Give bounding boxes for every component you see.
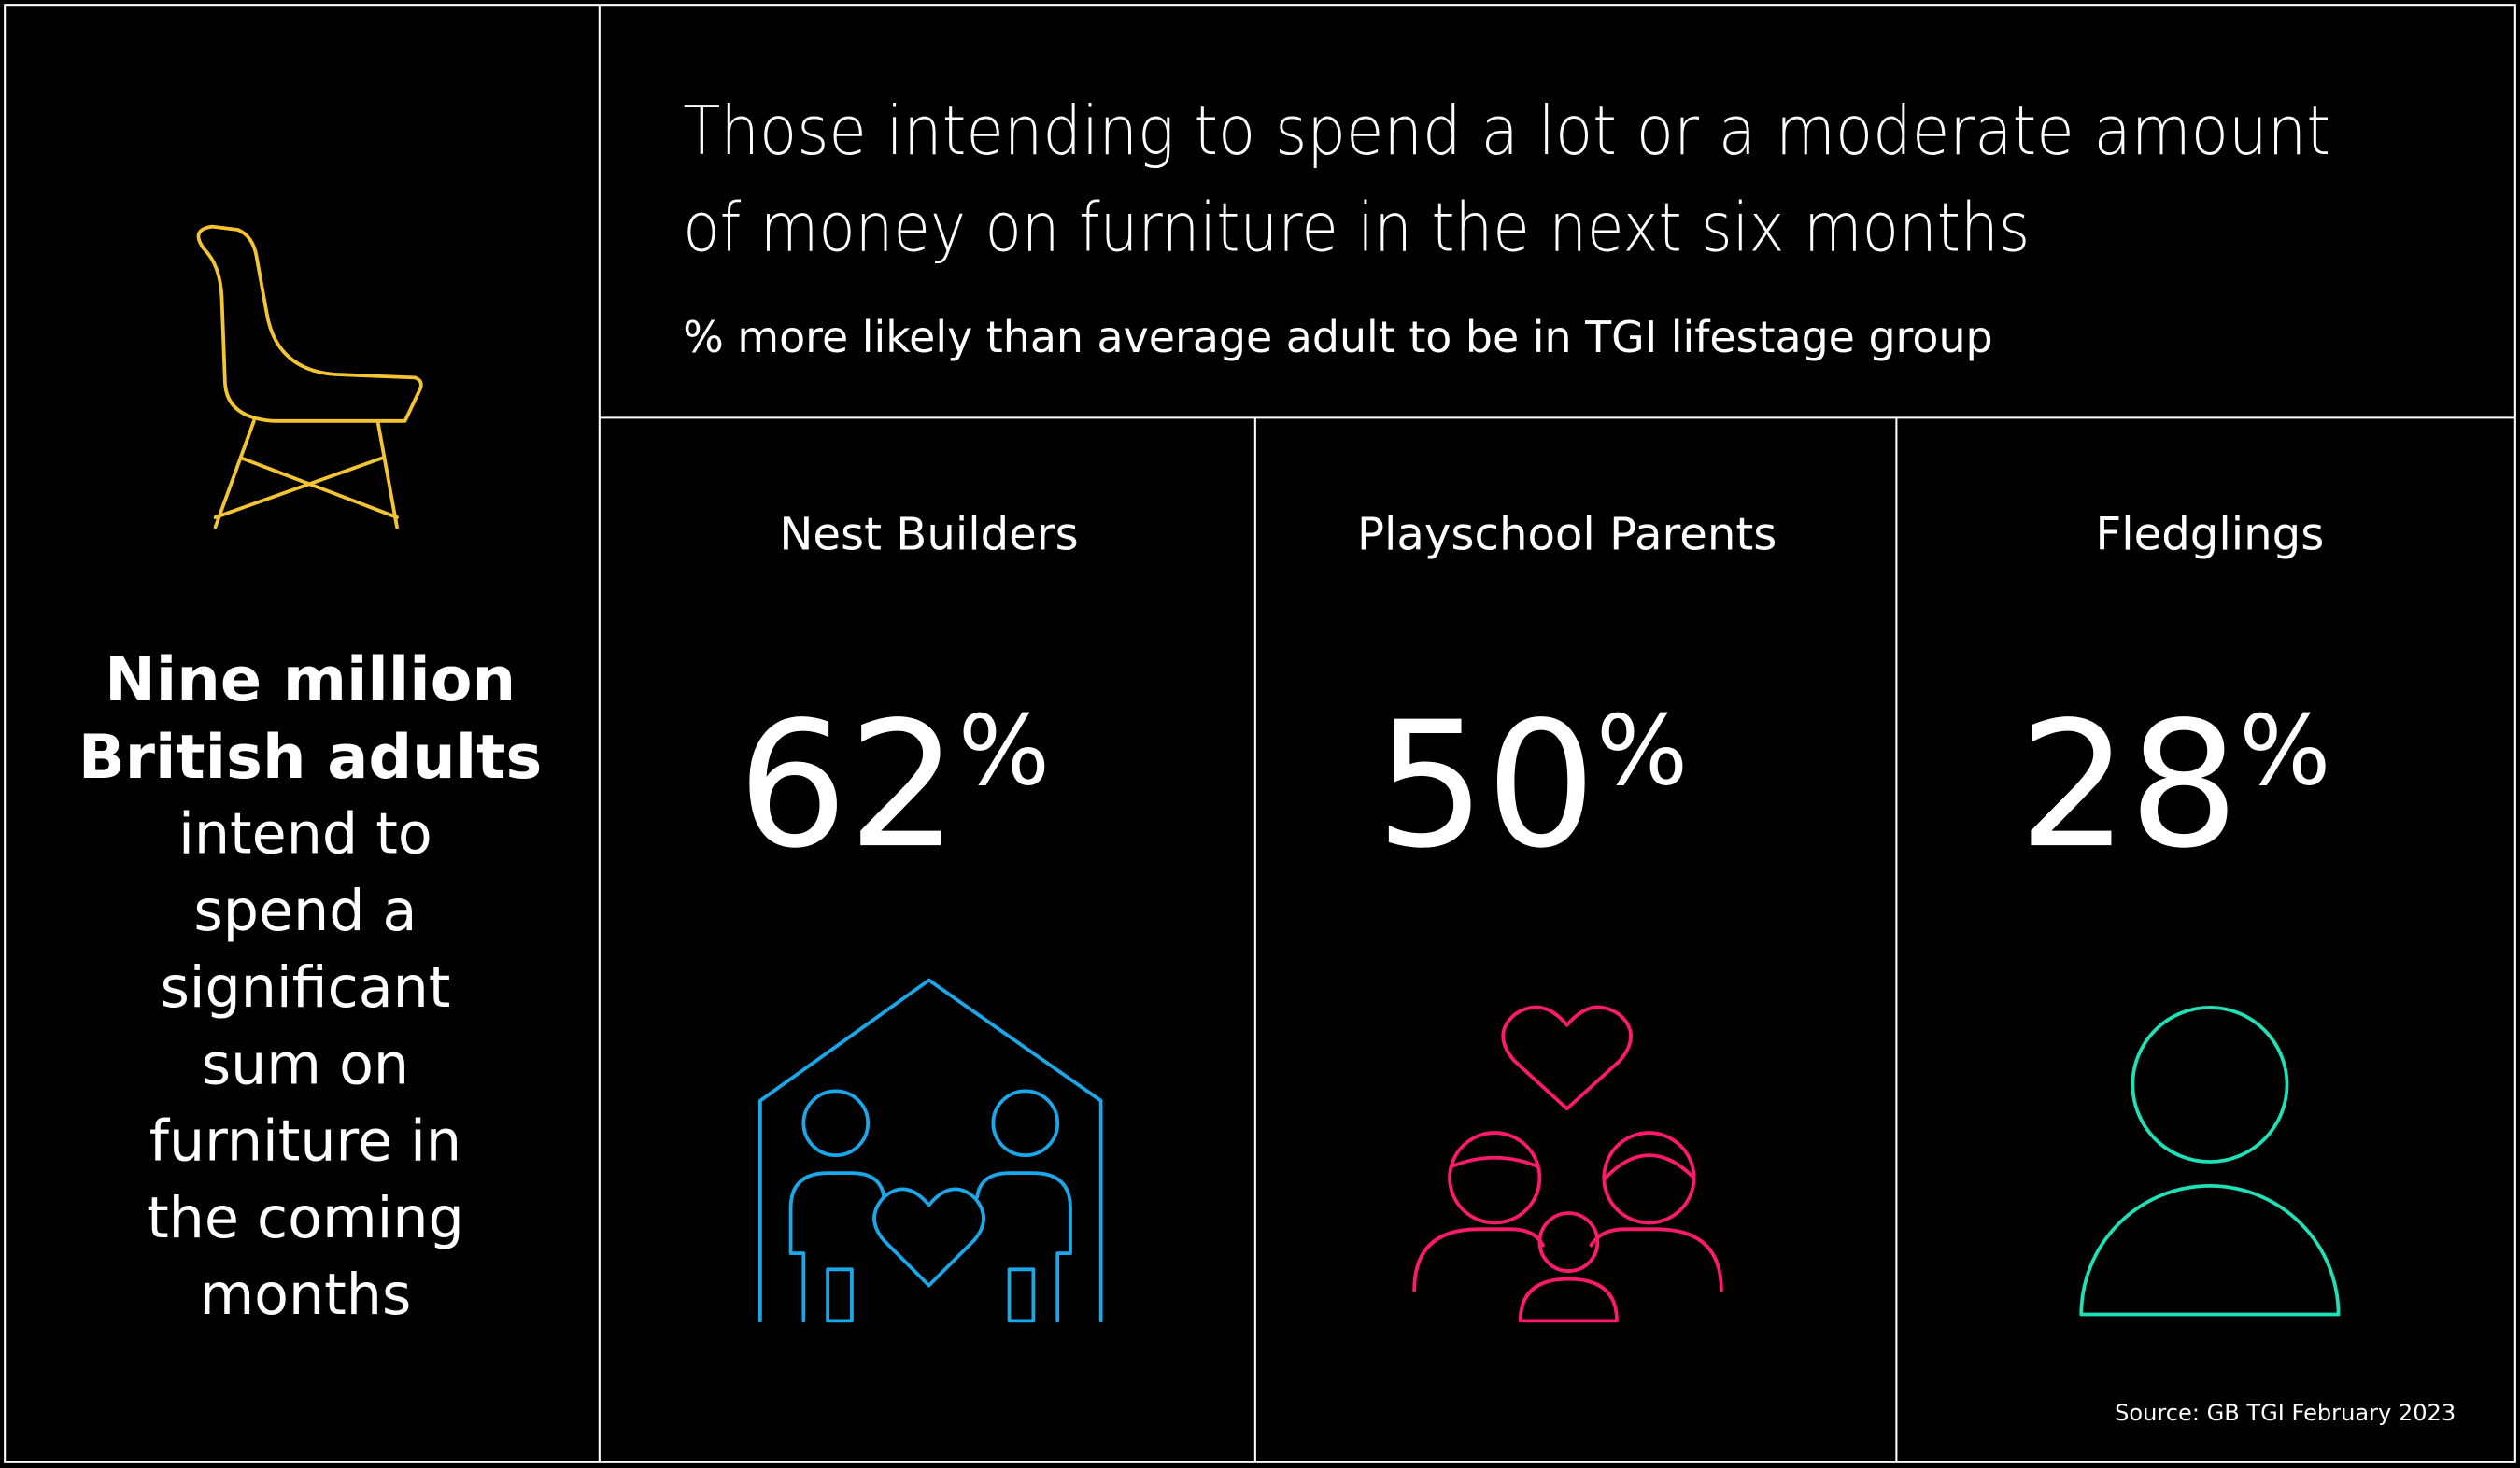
group-name: Nest Builders [779, 508, 1078, 560]
unit: % [2239, 696, 2330, 808]
subtitle: % more likely than average adult to be i… [683, 312, 1992, 362]
group-value: 50% [1376, 685, 1689, 886]
body-line: significant [160, 955, 450, 1021]
frame [4, 4, 2516, 1463]
body-line: furniture in [149, 1109, 461, 1175]
group-name: Fledglings [2096, 508, 2325, 560]
source: Source: GB TGI February 2023 [2115, 1400, 2456, 1426]
person-icon [2079, 1005, 2341, 1317]
value: 28 [2018, 685, 2239, 886]
group-name: Playschool Parents [1357, 508, 1777, 560]
value: 62 [737, 685, 957, 886]
body-line: spend a [193, 879, 417, 944]
body-line: months [200, 1263, 412, 1328]
body-line: intend to [178, 802, 432, 868]
title-line: of money on furniture in the next six mo… [683, 189, 2030, 267]
title-line: Those intending to spend a lot or a mode… [683, 92, 2330, 171]
family-icon [1412, 1005, 1723, 1323]
house-icon [757, 978, 1103, 1323]
body-line: the coming [147, 1186, 464, 1251]
chair-icon [196, 224, 423, 529]
headline-line: British adults [78, 722, 542, 793]
group-value: 62% [737, 685, 1050, 886]
value: 50 [1376, 685, 1596, 886]
unit: % [958, 696, 1050, 808]
group-value: 28% [2018, 685, 2331, 886]
body-line: sum on [202, 1032, 409, 1097]
unit: % [1596, 696, 1688, 808]
headline-line: Nine million [105, 644, 516, 715]
